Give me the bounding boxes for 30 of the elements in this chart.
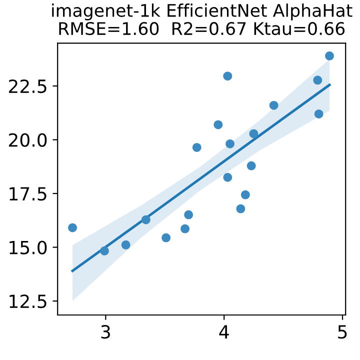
point [313,76,322,85]
point [192,142,202,152]
x-tick-label: 5 [338,325,347,339]
x-tick-label: 4 [219,325,229,338]
point [214,120,223,130]
line-series [71,84,331,272]
point [68,223,78,232]
point [121,240,130,250]
point [223,172,232,182]
point [162,233,171,242]
point [180,224,190,234]
x-tick-label: 3 [101,325,110,339]
point [249,129,258,138]
y-tick-label: 22.5 [9,79,46,94]
point [141,215,150,224]
point [184,210,194,220]
point [314,109,324,118]
point [223,72,232,81]
point [324,51,334,60]
chart-title: imagenet-1k EfficientNet AlphaHat RMSE=1.60 R2=0.67 Ktau=0.66 [52,4,352,36]
point [100,246,109,256]
y-tick-label: 12.5 [10,294,46,308]
point [226,139,235,148]
y-tick-label: 15.0 [10,240,47,254]
y-tick-label: 17.5 [10,187,46,201]
point [246,161,256,170]
point [269,100,278,110]
point [236,204,246,214]
y-tick-label: 20.0 [9,133,47,147]
point [240,190,250,200]
